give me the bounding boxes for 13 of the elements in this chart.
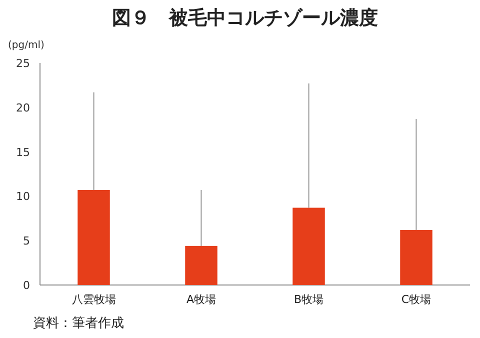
y-tick-label: 20 xyxy=(16,101,30,114)
y-tick-label: 5 xyxy=(23,234,30,248)
y-tick-label: 0 xyxy=(23,279,30,292)
title: 図９ 被毛中コルチゾール濃度 xyxy=(112,7,378,29)
annotation: 資料：筆者作成 xyxy=(33,316,124,331)
y-tick-label: 25 xyxy=(16,57,30,70)
x-tick-label: 八雲牧場 xyxy=(72,293,116,306)
x-tick-label: C牧場 xyxy=(401,293,432,306)
y-tick-label: 10 xyxy=(16,190,30,204)
ylabel: (pg/ml) xyxy=(8,40,44,51)
x-tick-label: B牧場 xyxy=(294,293,324,306)
x-tick-label: A牧場 xyxy=(186,293,216,306)
y-tick-label: 15 xyxy=(16,146,30,159)
